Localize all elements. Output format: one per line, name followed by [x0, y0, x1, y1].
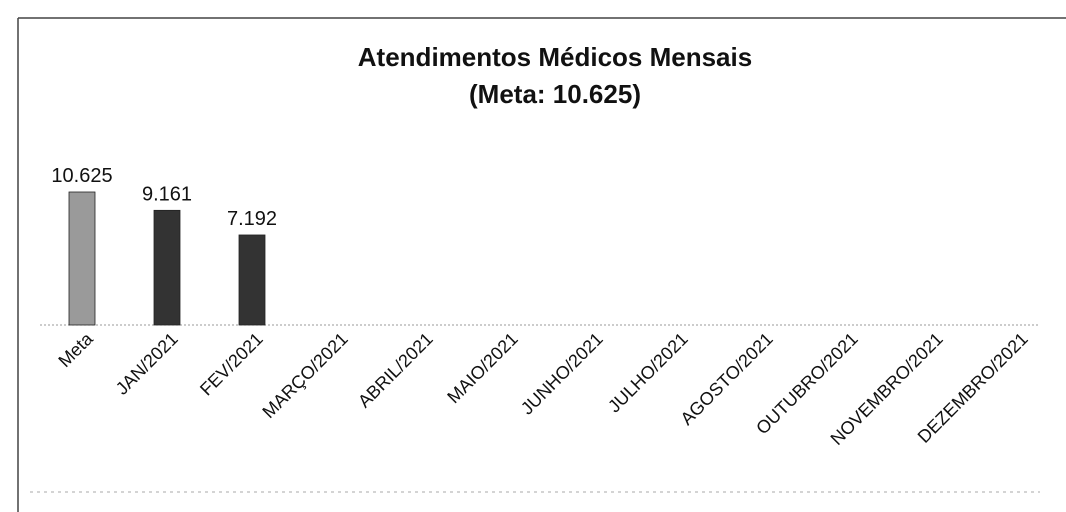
value-label: 9.161 — [142, 183, 192, 205]
bar — [238, 234, 266, 326]
value-label: 7.192 — [227, 208, 277, 230]
chart-subtitle: (Meta: 10.625) — [469, 79, 641, 109]
bar — [153, 209, 181, 326]
value-label: 10.625 — [51, 165, 112, 187]
chart-title: Atendimentos Médicos Mensais — [358, 42, 752, 72]
bar — [68, 191, 96, 326]
